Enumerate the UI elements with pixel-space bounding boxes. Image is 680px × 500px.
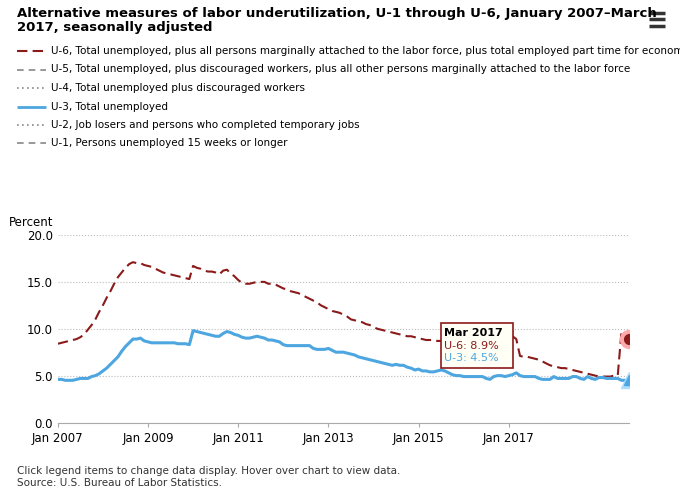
Text: U-6, Total unemployed, plus all persons marginally attached to the labor force, : U-6, Total unemployed, plus all persons … (51, 46, 680, 56)
Text: U-3: 4.5%: U-3: 4.5% (444, 353, 498, 363)
FancyBboxPatch shape (441, 323, 513, 368)
Text: U-5, Total unemployed, plus discouraged workers, plus all other persons marginal: U-5, Total unemployed, plus discouraged … (51, 64, 630, 74)
Text: U-2, Job losers and persons who completed temporary jobs: U-2, Job losers and persons who complete… (51, 120, 360, 130)
Text: U-4, Total unemployed plus discouraged workers: U-4, Total unemployed plus discouraged w… (51, 83, 305, 93)
Text: U-6: 8.9%: U-6: 8.9% (444, 341, 499, 351)
Text: Alternative measures of labor underutilization, U-1 through U-6, January 2007–Ma: Alternative measures of labor underutili… (17, 8, 657, 20)
Text: Source: U.S. Bureau of Labor Statistics.: Source: U.S. Bureau of Labor Statistics. (17, 478, 222, 488)
Text: Mar 2017: Mar 2017 (444, 328, 503, 338)
Text: U-1, Persons unemployed 15 weeks or longer: U-1, Persons unemployed 15 weeks or long… (51, 138, 288, 148)
Text: 2017, seasonally adjusted: 2017, seasonally adjusted (17, 21, 212, 34)
Text: Click legend items to change data display. Hover over chart to view data.: Click legend items to change data displa… (17, 466, 401, 476)
Text: U-3, Total unemployed: U-3, Total unemployed (51, 102, 168, 112)
Text: Percent: Percent (10, 216, 54, 229)
